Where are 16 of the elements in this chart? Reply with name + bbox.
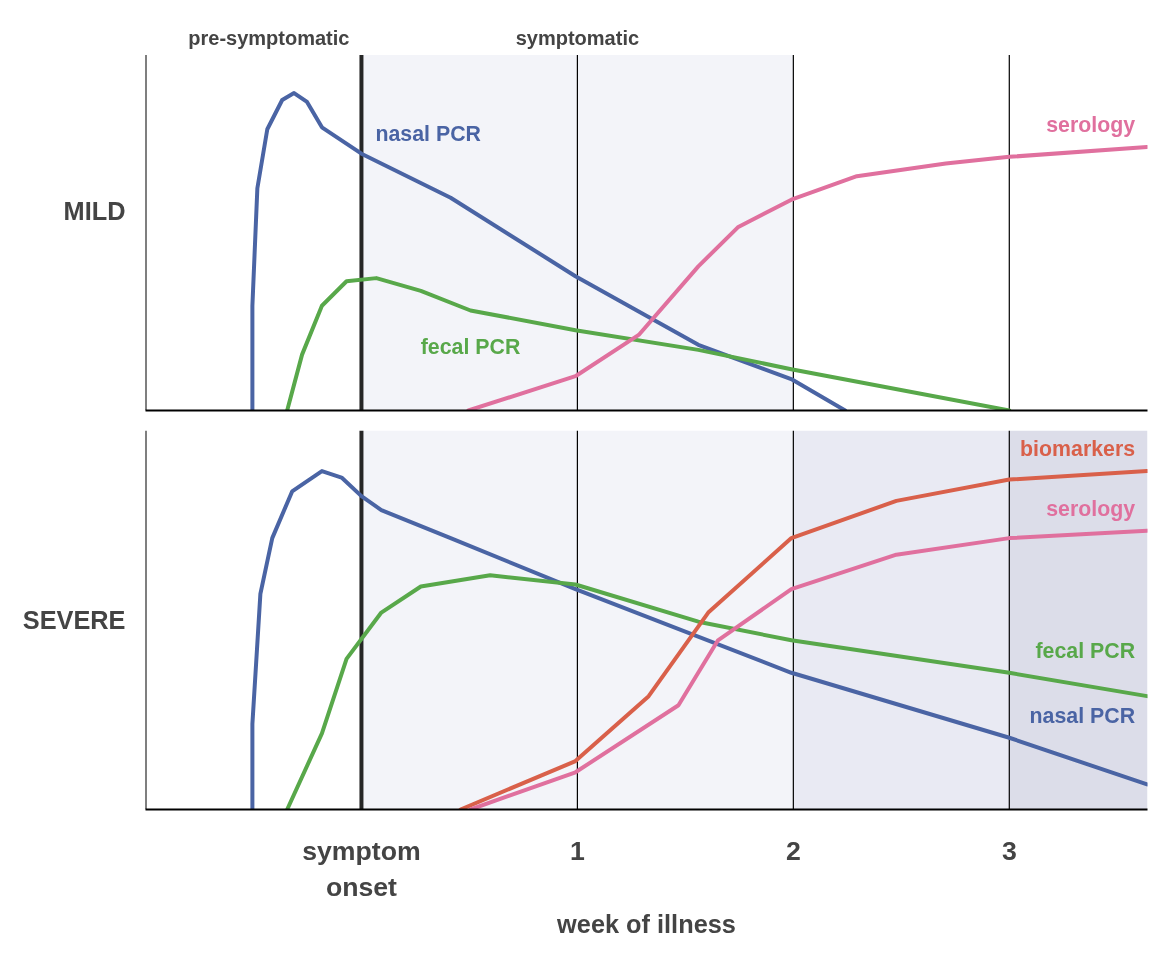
x-tick-label: 1 [569,835,585,866]
series-label: nasal PCR [1029,703,1136,728]
x-tick-label: 2 [785,835,801,866]
y-axis-title: MILD [63,196,126,225]
series-label: fecal PCR [1035,638,1136,663]
x-axis-title: week of illness [556,909,736,938]
series-label: biomarkers [1020,437,1136,462]
y-axis-title: SEVERE [22,606,126,634]
x-tick-label: symptom onset [302,835,421,902]
series-label: serology [1046,113,1136,138]
text: symptomatic [515,26,640,49]
series-label: nasal PCR [375,121,481,146]
series-label: fecal PCR [420,334,521,359]
series-label: serology [1046,496,1136,521]
text: pre-symptomatic [188,26,350,49]
x-tick-label: 3 [1001,835,1017,866]
